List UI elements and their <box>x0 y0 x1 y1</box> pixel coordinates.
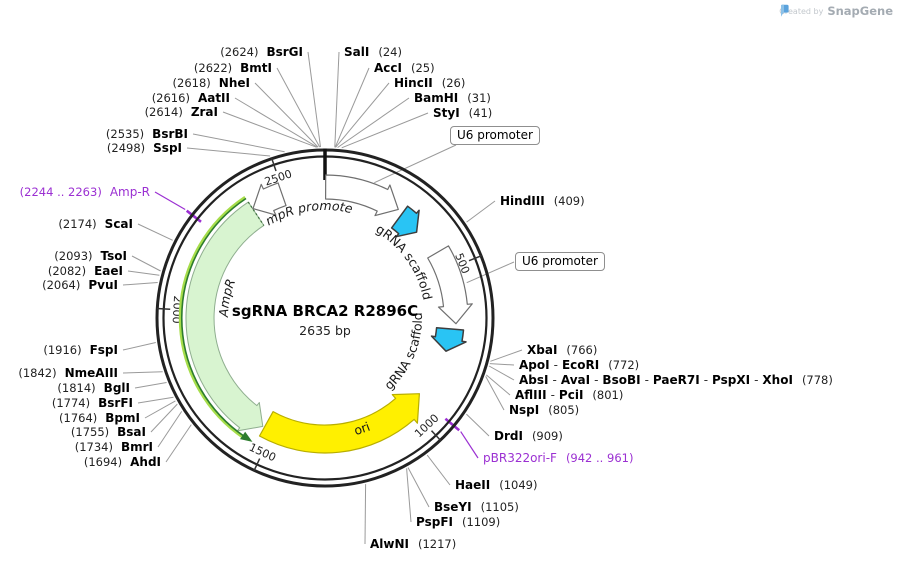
snapgene-logo-icon <box>781 4 789 17</box>
cds-line <box>181 197 247 438</box>
leader-line <box>307 51 321 148</box>
leader-line <box>234 97 318 148</box>
bp-tick <box>156 307 171 310</box>
leader-line <box>137 223 173 241</box>
leader-line <box>485 376 505 411</box>
leader-line <box>144 400 176 419</box>
feature-arc-label: AmpR promoter <box>0 0 354 228</box>
feature-arrow-u6-promoter-1[interactable] <box>325 174 399 217</box>
primer-leader-line <box>460 431 479 459</box>
bp-tick <box>270 157 277 172</box>
feature-arrow-grna-scaffold-2[interactable] <box>430 326 467 352</box>
primer-tick <box>444 417 461 432</box>
cds-line-arrowhead <box>240 431 253 442</box>
leader-line <box>134 382 167 389</box>
leader-line <box>490 349 523 362</box>
bp-tick <box>430 430 442 442</box>
leader-line <box>466 413 490 437</box>
leader-line <box>364 484 367 545</box>
primer-tick <box>185 209 202 223</box>
snapgene-brand-text: SnapGene <box>827 4 893 18</box>
boxed-label-leader <box>466 261 515 284</box>
leader-line <box>334 67 370 148</box>
leader-line <box>165 424 192 463</box>
leader-line <box>337 97 410 148</box>
leader-line <box>334 51 340 148</box>
feature-boundary-dotted <box>247 201 265 226</box>
cds-glow-line <box>178 196 247 440</box>
created-by-text: Created by <box>779 6 824 16</box>
feature-arc-label: ori <box>352 419 372 438</box>
plasmid-name: sgRNA BRCA2 R2896C <box>231 302 419 320</box>
leader-line <box>276 67 321 148</box>
leader-line <box>488 365 515 381</box>
leader-line <box>137 396 174 404</box>
snapgene-credit: Created by SnapGene <box>779 4 893 18</box>
leader-line <box>407 467 430 508</box>
feature-arrow-ampr-promoter[interactable] <box>252 182 287 216</box>
feature-arrow-u6-promoter-2[interactable] <box>427 245 473 325</box>
leader-line <box>122 371 163 374</box>
leader-line <box>150 403 178 433</box>
bp-tick <box>253 458 261 472</box>
leader-line <box>335 82 390 148</box>
leader-line <box>341 112 429 149</box>
leader-line <box>254 82 319 148</box>
feature-arrow-ori[interactable] <box>258 393 420 454</box>
leader-line <box>131 255 161 272</box>
leader-line <box>186 147 271 157</box>
leader-line <box>122 282 158 286</box>
leader-line <box>485 374 511 396</box>
boxed-label-leader <box>374 144 457 184</box>
leader-line <box>489 363 515 366</box>
feature-arrow-grna-scaffold-1[interactable] <box>390 205 420 238</box>
leader-line <box>122 342 156 351</box>
leader-line <box>222 111 317 148</box>
leader-line <box>406 468 412 523</box>
plasmid-title-block: sgRNA BRCA2 R2896C 2635 bp <box>225 302 425 338</box>
leader-line <box>157 411 183 448</box>
plasmid-size: 2635 bp <box>299 323 351 338</box>
leader-line <box>192 133 285 153</box>
bp-tick <box>468 255 482 262</box>
leader-line <box>466 200 496 223</box>
leader-line <box>426 454 451 486</box>
primer-leader-line <box>154 191 186 211</box>
leader-line <box>127 270 160 276</box>
